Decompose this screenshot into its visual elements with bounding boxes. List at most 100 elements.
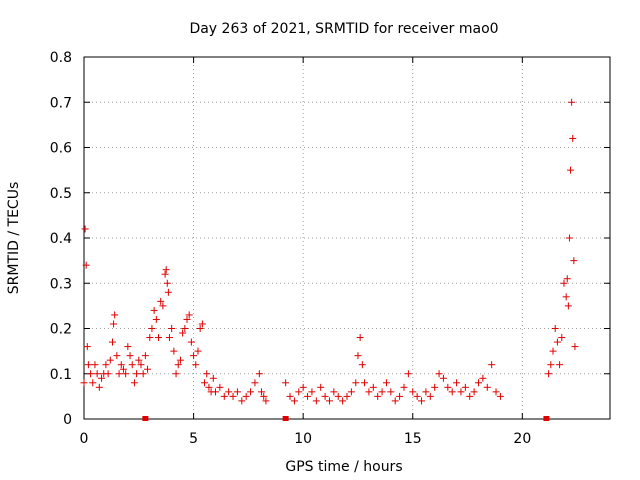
data-point <box>343 392 351 400</box>
data-point <box>242 392 250 400</box>
data-point <box>91 361 99 369</box>
data-point <box>148 325 156 332</box>
data-point <box>461 383 469 391</box>
gap-marker <box>142 416 149 421</box>
data-point <box>255 370 263 378</box>
data-point <box>146 334 154 342</box>
data-point <box>547 361 555 369</box>
data-point <box>556 361 564 369</box>
data-point <box>163 279 171 287</box>
data-point <box>251 379 259 387</box>
data-point <box>220 392 228 400</box>
data-point <box>130 379 138 387</box>
data-point <box>391 397 399 405</box>
data-point <box>176 356 184 364</box>
data-point <box>233 388 241 396</box>
data-point <box>413 392 421 400</box>
data-point <box>205 383 213 391</box>
data-point <box>382 379 390 387</box>
data-point <box>563 275 571 283</box>
y-tick-label: 0.5 <box>50 186 72 202</box>
y-tick-label: 0 <box>63 412 72 428</box>
data-point <box>453 379 461 387</box>
data-point <box>201 379 209 387</box>
data-point <box>374 392 382 400</box>
data-point <box>84 361 92 369</box>
y-axis: 0 0.1 0.2 0.3 0.4 0.5 0.6 0.7 0.8 <box>50 50 610 428</box>
data-point <box>144 365 152 373</box>
data-point <box>560 279 568 287</box>
gap-marker <box>543 416 550 421</box>
data-point <box>562 293 570 301</box>
data-point <box>448 388 456 396</box>
data-point <box>290 397 298 405</box>
data-point <box>152 315 160 323</box>
data-point <box>141 352 149 360</box>
data-point <box>549 347 557 355</box>
data-point <box>299 383 307 391</box>
data-point <box>387 388 395 396</box>
data-point <box>258 388 266 396</box>
data-point <box>356 334 364 342</box>
data-point <box>104 370 112 378</box>
data-point <box>124 343 132 351</box>
data-point <box>192 361 200 369</box>
data-point <box>551 325 559 332</box>
data-point <box>247 388 255 396</box>
data-point <box>347 388 355 396</box>
gap-markers <box>142 416 550 421</box>
y-tick-label: 0.8 <box>50 50 72 66</box>
data-point <box>119 365 127 373</box>
data-point <box>102 361 110 369</box>
gap-marker <box>282 416 289 421</box>
data-point <box>159 302 167 310</box>
y-axis-label: SRMTID / TECUs <box>6 182 22 295</box>
data-point <box>172 370 180 378</box>
data-point <box>168 325 176 332</box>
data-point <box>567 166 575 174</box>
data-point <box>496 392 504 400</box>
y-tick-label: 0.3 <box>50 276 72 292</box>
data-point <box>165 334 173 342</box>
x-tick-label: 0 <box>80 431 89 447</box>
data-point <box>81 225 89 233</box>
data-point <box>108 338 116 346</box>
data-point <box>435 370 443 378</box>
data-point <box>369 383 377 391</box>
data-point <box>396 392 404 400</box>
data-point <box>238 397 246 405</box>
data-point <box>304 392 312 400</box>
data-point <box>295 388 303 396</box>
data-point <box>126 352 134 360</box>
data-point <box>115 370 123 378</box>
data-point <box>212 388 219 396</box>
data-point <box>553 338 561 346</box>
data-point <box>325 397 333 405</box>
plot-frame <box>83 56 611 420</box>
data-point <box>444 383 452 391</box>
data-point <box>422 388 430 396</box>
data-point <box>564 302 572 310</box>
data-point <box>488 361 496 369</box>
data-point <box>354 352 362 360</box>
data-point <box>174 361 182 369</box>
data-point <box>181 325 189 332</box>
data-point <box>98 374 106 382</box>
data-point <box>400 383 408 391</box>
data-point <box>565 234 573 242</box>
data-point <box>475 379 482 387</box>
data-point <box>426 392 434 400</box>
data-point <box>111 311 119 319</box>
data-point <box>339 397 347 405</box>
data-point <box>95 383 103 391</box>
x-tick-label: 15 <box>404 431 422 447</box>
data-point <box>262 397 270 405</box>
data-point <box>190 352 198 360</box>
data-point <box>404 370 412 378</box>
data-point <box>137 361 145 369</box>
data-point <box>117 361 125 369</box>
data-point <box>321 392 329 400</box>
data-point <box>187 338 195 346</box>
x-axis: 0 5 10 15 20 <box>80 57 531 447</box>
